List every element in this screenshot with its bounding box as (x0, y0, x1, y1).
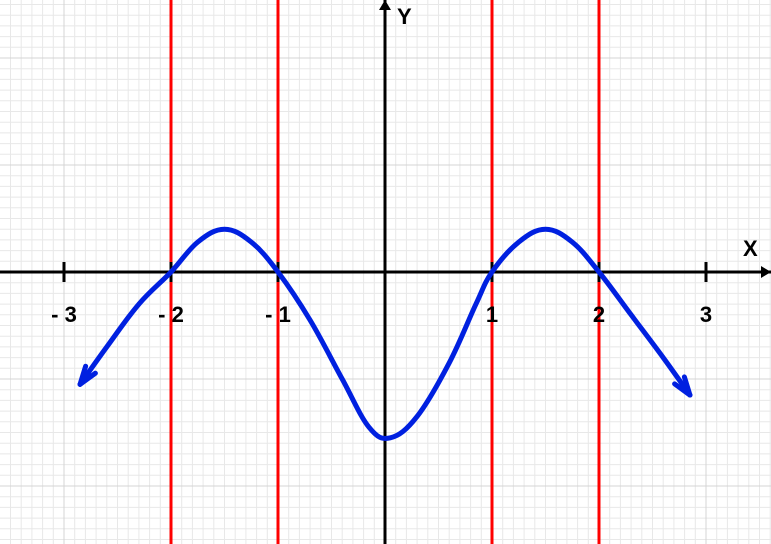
y-axis-label: Y (397, 4, 412, 30)
x-tick-label: 3 (700, 302, 712, 328)
x-tick-label: - 2 (158, 302, 184, 328)
x-tick-label: - 1 (265, 302, 291, 328)
plot-svg (0, 0, 771, 544)
x-tick-label: - 3 (51, 302, 77, 328)
x-tick-label: 1 (486, 302, 498, 328)
x-axis-label: X (743, 236, 758, 262)
coordinate-plot: X Y - 3 - 2 - 1 1 2 3 (0, 0, 771, 544)
x-tick-label: 2 (593, 302, 605, 328)
